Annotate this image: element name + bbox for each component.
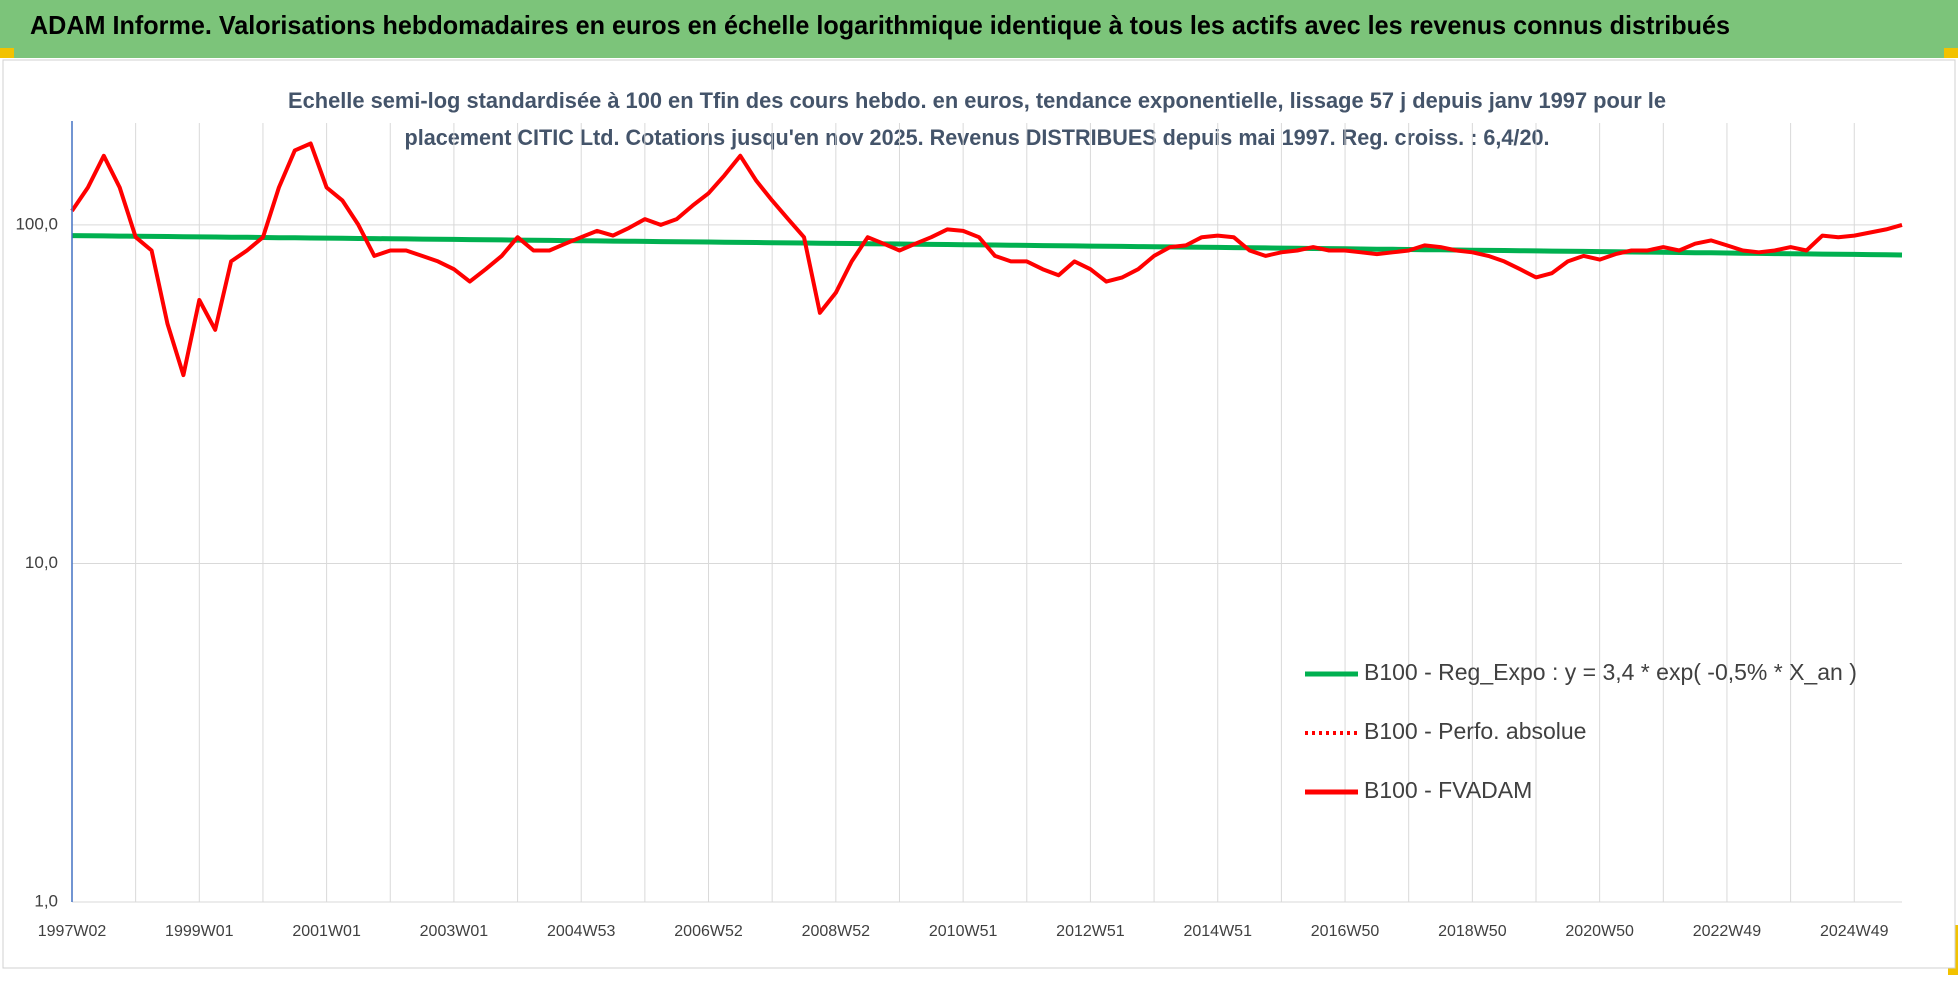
header-title: ADAM Informe. Valorisations hebdomadaire… bbox=[30, 10, 1730, 40]
x-tick-label: 1999W01 bbox=[165, 923, 234, 940]
x-tick-label: 2016W50 bbox=[1311, 923, 1380, 940]
y-tick-label: 1,0 bbox=[34, 891, 58, 910]
chart-subtitle: placement CITIC Ltd. Cotations jusqu'en … bbox=[405, 125, 1550, 150]
x-tick-label: 2022W49 bbox=[1693, 923, 1762, 940]
x-tick-label: 2012W51 bbox=[1056, 923, 1125, 940]
x-tick-label: 2018W50 bbox=[1438, 923, 1507, 940]
y-tick-label: 100,0 bbox=[15, 214, 58, 233]
x-tick-label: 2014W51 bbox=[1183, 923, 1252, 940]
chart-frame bbox=[2, 59, 1956, 969]
legend-label: B100 - Reg_Expo : y = 3,4 * exp( -0,5% *… bbox=[1364, 659, 1857, 685]
x-tick-label: 2003W01 bbox=[420, 923, 489, 940]
x-tick-label: 1997W02 bbox=[38, 923, 107, 940]
x-tick-label: 2024W49 bbox=[1820, 923, 1889, 940]
y-tick-label: 10,0 bbox=[25, 553, 58, 572]
series-line bbox=[70, 141, 1903, 378]
x-tick-label: 2004W53 bbox=[547, 923, 616, 940]
x-tick-label: 2008W52 bbox=[802, 923, 871, 940]
x-tick-label: 2010W51 bbox=[929, 923, 998, 940]
header-bar bbox=[0, 0, 1958, 58]
legend-label: B100 - FVADAM bbox=[1364, 777, 1532, 803]
corner-mark bbox=[0, 48, 14, 58]
chart-subtitle: Echelle semi-log standardisée à 100 en T… bbox=[288, 88, 1666, 113]
legend-label: B100 - Perfo. absolue bbox=[1364, 718, 1586, 744]
x-tick-label: 2020W50 bbox=[1565, 923, 1634, 940]
x-tick-label: 2006W52 bbox=[674, 923, 743, 940]
corner-mark bbox=[1944, 48, 1958, 58]
x-tick-label: 2001W01 bbox=[292, 923, 361, 940]
